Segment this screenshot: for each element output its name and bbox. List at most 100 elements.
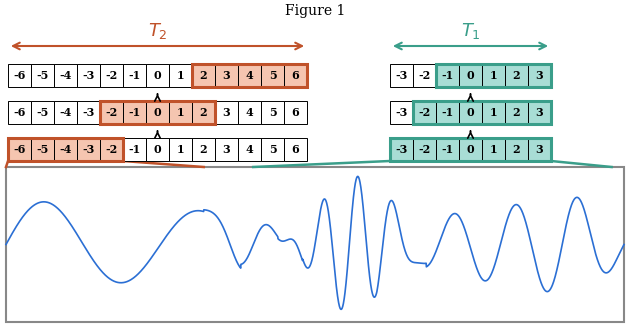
Text: 0: 0 xyxy=(154,144,161,155)
Bar xyxy=(8,138,31,161)
Text: 6: 6 xyxy=(292,107,299,118)
Text: -3: -3 xyxy=(395,107,408,118)
Bar xyxy=(505,101,528,124)
Text: 2: 2 xyxy=(200,107,207,118)
Bar xyxy=(8,101,31,124)
Bar xyxy=(77,138,100,161)
Text: -4: -4 xyxy=(59,107,72,118)
Bar xyxy=(482,64,505,87)
Text: -2: -2 xyxy=(105,70,118,81)
Text: 0: 0 xyxy=(154,70,161,81)
Text: 3: 3 xyxy=(536,144,543,155)
Bar xyxy=(482,138,505,161)
Bar xyxy=(505,138,528,161)
Text: Figure 1: Figure 1 xyxy=(285,4,345,18)
Text: 2: 2 xyxy=(513,70,520,81)
Bar xyxy=(169,101,192,124)
Text: 3: 3 xyxy=(222,70,231,81)
Bar xyxy=(284,64,307,87)
Bar xyxy=(436,64,459,87)
Bar xyxy=(238,64,261,87)
Bar xyxy=(54,138,77,161)
Bar xyxy=(77,64,100,87)
Text: 4: 4 xyxy=(246,107,253,118)
Text: -1: -1 xyxy=(442,107,454,118)
Bar xyxy=(413,101,551,124)
Text: 3: 3 xyxy=(536,70,543,81)
Text: 2: 2 xyxy=(200,144,207,155)
Bar xyxy=(123,101,146,124)
Text: 1: 1 xyxy=(176,107,185,118)
Bar xyxy=(459,64,482,87)
Text: -3: -3 xyxy=(395,144,408,155)
Text: 5: 5 xyxy=(268,70,277,81)
Text: 3: 3 xyxy=(536,107,543,118)
Text: -6: -6 xyxy=(13,107,26,118)
Bar xyxy=(215,101,238,124)
Text: 0: 0 xyxy=(467,144,474,155)
Bar xyxy=(100,64,123,87)
Bar xyxy=(436,101,459,124)
Text: -3: -3 xyxy=(83,107,94,118)
Bar xyxy=(31,64,54,87)
Bar xyxy=(436,138,459,161)
Text: -3: -3 xyxy=(395,70,408,81)
Text: 1: 1 xyxy=(176,70,185,81)
Text: -2: -2 xyxy=(418,70,431,81)
Bar xyxy=(413,64,436,87)
Text: 2: 2 xyxy=(200,70,207,81)
Bar xyxy=(146,138,169,161)
Bar xyxy=(528,101,551,124)
Text: 3: 3 xyxy=(222,144,231,155)
Bar xyxy=(482,101,505,124)
Text: -3: -3 xyxy=(83,144,94,155)
Text: -5: -5 xyxy=(37,107,49,118)
Bar xyxy=(238,138,261,161)
Text: -1: -1 xyxy=(129,70,140,81)
Text: -6: -6 xyxy=(13,144,26,155)
Bar xyxy=(100,101,123,124)
Text: 0: 0 xyxy=(467,107,474,118)
Bar xyxy=(390,101,413,124)
Text: -5: -5 xyxy=(37,70,49,81)
Bar xyxy=(123,138,146,161)
Text: -6: -6 xyxy=(13,70,26,81)
Text: -1: -1 xyxy=(129,107,140,118)
Text: 1: 1 xyxy=(490,107,497,118)
Bar xyxy=(390,138,413,161)
Bar xyxy=(413,101,436,124)
Bar xyxy=(146,101,169,124)
Bar xyxy=(6,167,624,322)
Bar xyxy=(261,64,284,87)
Bar xyxy=(238,101,261,124)
Bar xyxy=(459,101,482,124)
Text: -4: -4 xyxy=(59,144,72,155)
Bar xyxy=(31,138,54,161)
Bar xyxy=(192,64,307,87)
Bar xyxy=(8,64,31,87)
Text: -2: -2 xyxy=(105,144,118,155)
Bar xyxy=(192,101,215,124)
Bar xyxy=(505,64,528,87)
Text: 4: 4 xyxy=(246,144,253,155)
Bar xyxy=(261,101,284,124)
Bar xyxy=(100,138,123,161)
Bar xyxy=(459,138,482,161)
Bar xyxy=(77,101,100,124)
Text: 1: 1 xyxy=(490,70,497,81)
Text: -3: -3 xyxy=(83,70,94,81)
Text: 0: 0 xyxy=(154,107,161,118)
Bar xyxy=(192,64,215,87)
Text: -2: -2 xyxy=(105,107,118,118)
Text: -2: -2 xyxy=(418,107,431,118)
Text: 3: 3 xyxy=(222,107,231,118)
Text: 0: 0 xyxy=(467,70,474,81)
Bar xyxy=(528,138,551,161)
Text: 2: 2 xyxy=(513,144,520,155)
Bar xyxy=(192,138,215,161)
Text: 5: 5 xyxy=(268,107,277,118)
Bar xyxy=(100,101,215,124)
Bar xyxy=(169,138,192,161)
Bar xyxy=(390,64,413,87)
Text: 2: 2 xyxy=(513,107,520,118)
